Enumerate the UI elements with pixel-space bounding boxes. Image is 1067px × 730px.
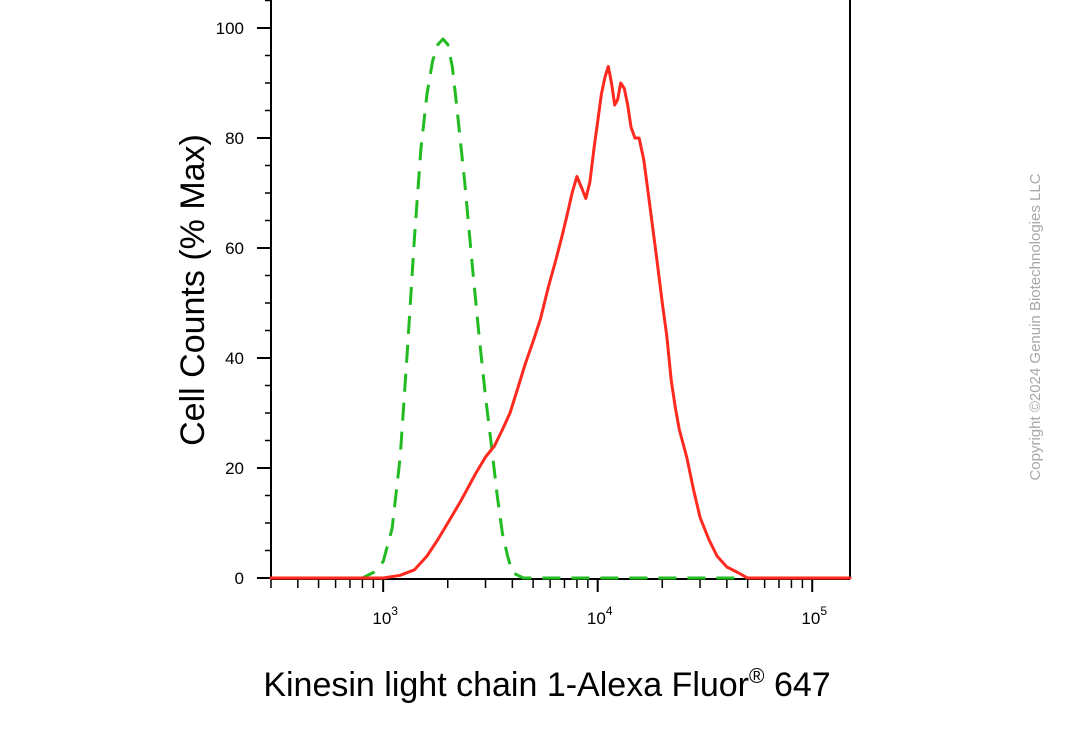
- y-tick-label: 40: [225, 349, 244, 368]
- x-tick-label: 105: [801, 604, 827, 628]
- x-axis-title: Kinesin light chain 1-Alexa Fluor® 647: [263, 665, 830, 704]
- x-tick-label: 104: [587, 604, 613, 628]
- plot-frame: [270, 0, 851, 580]
- y-axis-ticks: 0 20 40 60 80 100: [216, 0, 271, 588]
- x-axis-title-main: Kinesin light chain 1-Alexa Fluor: [263, 666, 749, 704]
- x-tick-label: 103: [372, 604, 398, 628]
- histogram-series-2-solid: [269, 65, 852, 580]
- y-tick-label: 20: [225, 459, 244, 478]
- y-axis-title: Cell Counts (% Max): [174, 134, 212, 446]
- x-axis-title-suffix: 647: [765, 666, 831, 704]
- series-layer: [269, 37, 852, 580]
- copyright-notice: Copyright ©2024 Genuin Biotechnologies L…: [1027, 173, 1044, 480]
- x-axis-title-registered-mark: ®: [749, 665, 765, 688]
- y-tick-label: 60: [225, 239, 244, 258]
- y-tick-label: 0: [235, 569, 244, 588]
- x-axis-ticks: 103 104 105: [270, 579, 827, 628]
- y-tick-label: 80: [225, 129, 244, 148]
- y-tick-label: 100: [216, 19, 244, 38]
- histogram-series-1-dashed: [271, 37, 850, 580]
